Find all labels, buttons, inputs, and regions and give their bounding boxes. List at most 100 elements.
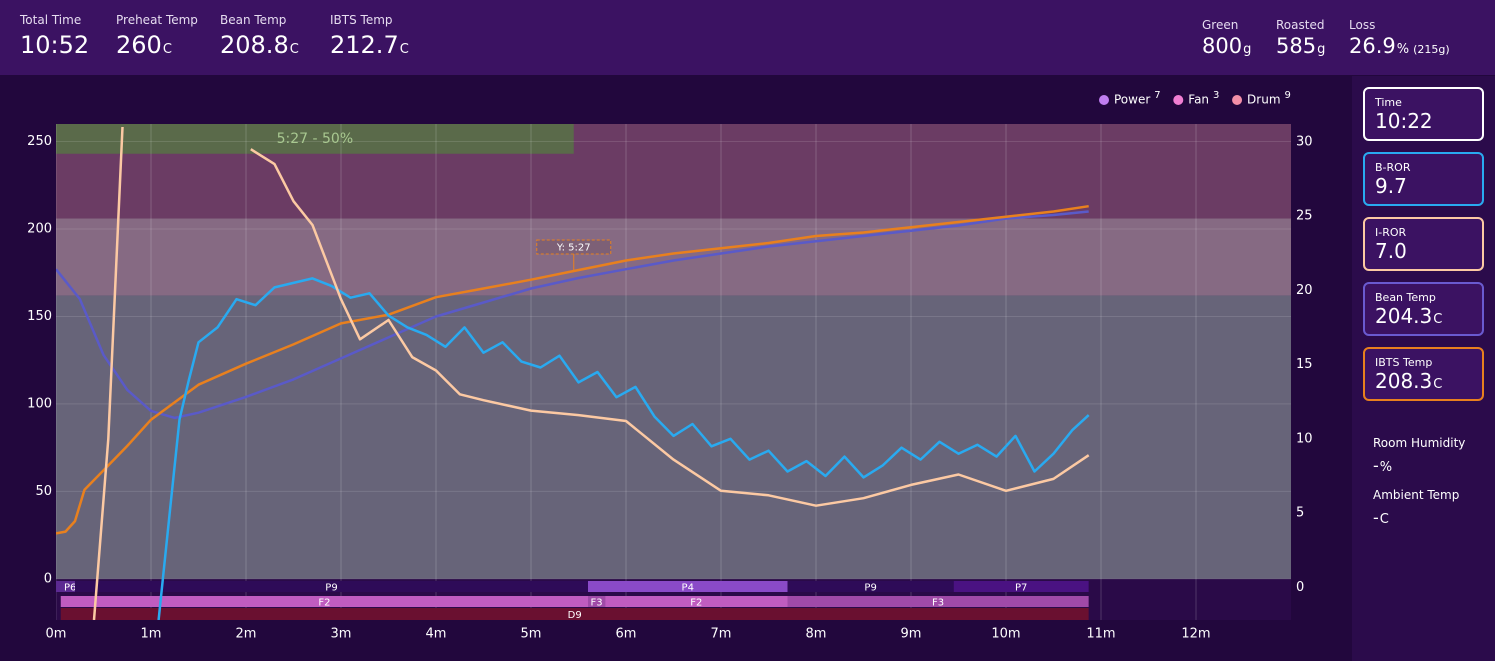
value: 208.3 xyxy=(1375,369,1433,393)
y2-tick-label: 25 xyxy=(1296,209,1313,224)
readout-card: Time 10:22 xyxy=(1363,87,1484,141)
stat-value: 260C xyxy=(116,31,198,59)
unit: % xyxy=(1396,42,1410,57)
event-bar xyxy=(787,581,954,592)
series-line xyxy=(92,126,1090,620)
unit: % xyxy=(1379,460,1393,475)
y2-tick-label: 5 xyxy=(1296,506,1304,521)
event-label: P6 xyxy=(64,583,76,594)
unit: C xyxy=(1379,512,1389,527)
batch-stat: Loss 26.9% (215g) xyxy=(1349,18,1450,58)
x-tick-label: 0m xyxy=(46,627,67,642)
value: 9.7 xyxy=(1375,174,1407,198)
value: 260 xyxy=(116,31,162,59)
event-label: P9 xyxy=(864,583,876,594)
sidebar: Time 10:22 B-ROR 9.7 I-ROR 7.0 Bean Temp 204.3C… xyxy=(1352,76,1495,661)
x-tick-label: 5m xyxy=(521,627,542,642)
readout-card: B-ROR 9.7 xyxy=(1363,152,1484,206)
series-line xyxy=(56,204,1089,535)
unit: g xyxy=(1243,42,1252,57)
stat-label: Green xyxy=(1202,18,1239,32)
card-label: I-ROR xyxy=(1375,226,1407,239)
x-tick-label: 12m xyxy=(1181,627,1210,642)
y2-tick-label: 10 xyxy=(1296,431,1313,446)
value: 10:52 xyxy=(20,31,90,59)
event-label: F2 xyxy=(318,598,330,609)
legend-label: Power xyxy=(1114,93,1150,107)
card-label: IBTS Temp xyxy=(1375,356,1433,369)
x-tick-label: 6m xyxy=(616,627,637,642)
y2-tick-label: 15 xyxy=(1296,357,1313,372)
legend-value: 3 xyxy=(1213,90,1219,101)
legend-swatch xyxy=(1232,95,1243,105)
y2-tick-label: 0 xyxy=(1296,580,1304,595)
readout-card: Bean Temp 204.3C xyxy=(1363,282,1484,336)
unit: C xyxy=(162,42,172,57)
legend-value: 7 xyxy=(1154,90,1160,101)
stat: IBTS Temp 212.7C xyxy=(330,13,409,59)
y-tick-label: 50 xyxy=(35,484,52,499)
y2-tick-label: 20 xyxy=(1296,283,1313,298)
stat-label: Preheat Temp xyxy=(116,13,198,27)
stat-value: 208.8C xyxy=(220,31,299,59)
value: 585 xyxy=(1276,34,1317,58)
stat-label: Total Time xyxy=(20,13,82,27)
phase-band xyxy=(56,124,574,154)
series-line xyxy=(56,210,1089,420)
value: 10:22 xyxy=(1375,109,1433,133)
value: 208.8 xyxy=(220,31,289,59)
value: - xyxy=(1373,508,1379,527)
ambient-label: Ambient Temp xyxy=(1373,488,1460,502)
event-bar xyxy=(787,596,1089,607)
stat-label: Loss xyxy=(1349,18,1376,32)
stat-label: IBTS Temp xyxy=(330,13,393,27)
event-bar xyxy=(60,608,1089,620)
card-label: Bean Temp xyxy=(1375,291,1436,304)
event-label: P9 xyxy=(325,583,337,594)
legend-label: Fan xyxy=(1188,93,1209,107)
event-bar xyxy=(75,581,588,592)
plot-area: P6 P9 P4 P9 P7 F2 F3 F2 F3 D9 xyxy=(56,124,1291,621)
card-value: 204.3C xyxy=(1375,304,1482,328)
value: 26.9 xyxy=(1349,34,1396,58)
event-label: P4 xyxy=(682,583,694,594)
ambient-value: -C xyxy=(1373,508,1459,527)
y-tick-label: 250 xyxy=(27,134,52,149)
ambient-stat: Room Humidity -% xyxy=(1373,436,1465,475)
ambient-value: -% xyxy=(1373,456,1465,475)
value: 7.0 xyxy=(1375,239,1407,263)
zone xyxy=(56,218,1291,296)
y2-tick-label: 30 xyxy=(1296,134,1313,149)
series-line xyxy=(157,277,1090,620)
event-label: D9 xyxy=(568,610,582,621)
card-value: 7.0 xyxy=(1375,239,1482,263)
stat-label: Bean Temp xyxy=(220,13,287,27)
card-label: B-ROR xyxy=(1375,161,1411,174)
x-tick-label: 8m xyxy=(806,627,827,642)
card-label: Time xyxy=(1375,96,1402,109)
zone xyxy=(56,295,1291,579)
card-value: 208.3C xyxy=(1375,369,1482,393)
stat: Preheat Temp 260C xyxy=(116,13,198,59)
stat-label: Roasted xyxy=(1276,18,1325,32)
card-value: 10:22 xyxy=(1375,109,1482,133)
stat-value: 26.9% (215g) xyxy=(1349,34,1450,58)
event-label: F3 xyxy=(590,598,602,609)
y-tick-label: 150 xyxy=(27,309,52,324)
legend-swatch xyxy=(1099,95,1109,105)
event-bar xyxy=(588,596,606,607)
unit: C xyxy=(1433,312,1443,327)
value: 204.3 xyxy=(1375,304,1433,328)
unit: C xyxy=(289,42,299,57)
unit: C xyxy=(1433,377,1443,392)
x-tick-label: 3m xyxy=(331,627,352,642)
unit: C xyxy=(399,42,409,57)
x-tick-label: 10m xyxy=(991,627,1020,642)
event-bar xyxy=(588,581,788,592)
event-bar xyxy=(60,596,588,607)
value: 800 xyxy=(1202,34,1243,58)
stat: Total Time 10:52 xyxy=(20,13,89,59)
batch-stat: Roasted 585g xyxy=(1276,18,1325,58)
x-tick-label: 9m xyxy=(901,627,922,642)
x-tick-label: 11m xyxy=(1086,627,1115,642)
